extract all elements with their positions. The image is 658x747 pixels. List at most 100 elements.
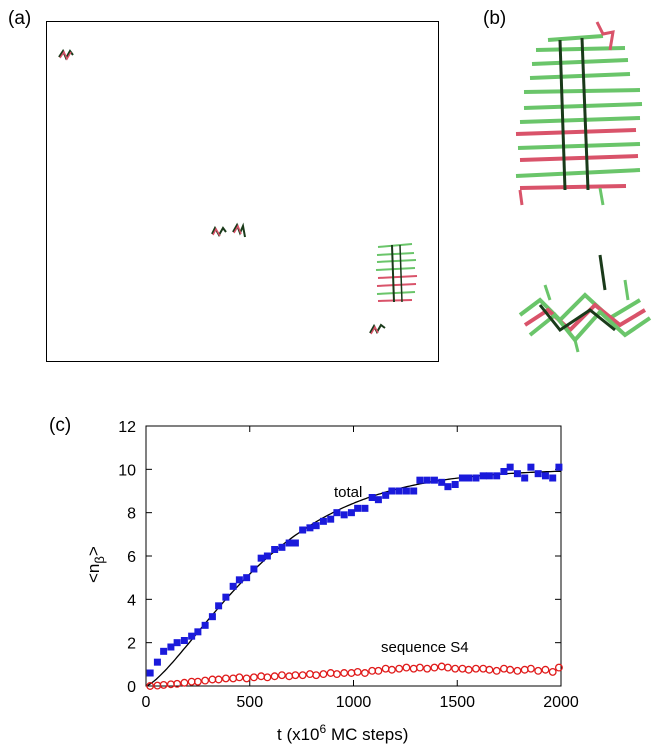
data-point-s4 bbox=[257, 672, 266, 681]
data-point-total bbox=[201, 621, 209, 629]
data-point-total bbox=[160, 647, 168, 655]
data-point-s4 bbox=[214, 675, 223, 684]
data-point-total bbox=[472, 474, 480, 482]
data-point-s4 bbox=[242, 674, 251, 683]
peptide-bottom bbox=[369, 323, 386, 335]
data-point-total bbox=[395, 487, 403, 495]
peptide-middle-1 bbox=[211, 225, 227, 238]
data-point-total bbox=[438, 478, 446, 486]
data-point-total bbox=[333, 509, 341, 517]
plot-frame bbox=[145, 425, 562, 687]
data-point-total bbox=[361, 504, 369, 512]
small-fibril bbox=[375, 243, 418, 303]
series-sequence-s4 bbox=[146, 662, 563, 690]
data-point-total bbox=[229, 582, 237, 590]
x-tick-label: 1500 bbox=[439, 694, 475, 711]
data-point-total bbox=[312, 522, 320, 530]
data-point-total bbox=[374, 496, 382, 504]
data-point-s4 bbox=[471, 664, 480, 673]
data-point-s4 bbox=[423, 664, 432, 673]
data-point-s4 bbox=[415, 663, 424, 672]
y-tick-label: 8 bbox=[127, 506, 136, 523]
data-point-total bbox=[146, 669, 154, 677]
data-point-s4 bbox=[387, 665, 396, 674]
data-point-total bbox=[479, 472, 487, 480]
x-tick-label: 500 bbox=[236, 694, 263, 711]
data-point-s4 bbox=[506, 665, 515, 674]
data-point-total bbox=[306, 524, 314, 532]
data-point-total bbox=[340, 511, 348, 519]
data-point-total bbox=[327, 515, 335, 523]
data-point-total bbox=[382, 491, 390, 499]
y-tick-label: 0 bbox=[127, 679, 136, 696]
data-point-s4 bbox=[159, 680, 168, 689]
data-point-s4 bbox=[249, 673, 258, 682]
data-point-total bbox=[153, 658, 161, 666]
data-point-total bbox=[291, 539, 299, 547]
data-point-total bbox=[513, 470, 521, 478]
data-point-total bbox=[555, 463, 563, 471]
panel-label-c: (c) bbox=[49, 415, 72, 436]
data-point-s4 bbox=[402, 663, 411, 672]
data-point-s4 bbox=[347, 669, 356, 677]
simulation-box bbox=[46, 21, 439, 362]
data-point-s4 bbox=[326, 669, 335, 677]
data-point-total bbox=[250, 565, 258, 573]
data-point-total bbox=[430, 476, 438, 484]
data-point-s4 bbox=[319, 670, 328, 679]
x-axis-label: t (x106 MC steps) bbox=[277, 722, 408, 744]
data-point-total bbox=[465, 474, 473, 482]
data-point-total bbox=[285, 539, 293, 547]
data-point-s4 bbox=[430, 663, 439, 672]
data-point-total bbox=[506, 463, 514, 471]
data-point-total bbox=[549, 474, 557, 482]
annotation-sequence-s4: sequence S4 bbox=[381, 639, 469, 656]
data-point-s4 bbox=[541, 665, 550, 674]
data-point-total bbox=[541, 472, 549, 480]
x-tick-label: 0 bbox=[142, 694, 151, 711]
data-point-s4 bbox=[443, 663, 452, 672]
data-point-s4 bbox=[437, 662, 446, 671]
data-point-total bbox=[527, 463, 535, 471]
series-total bbox=[146, 463, 563, 677]
data-point-total bbox=[278, 543, 286, 551]
x-tick-label: 2000 bbox=[543, 694, 579, 711]
data-point-s4 bbox=[193, 677, 202, 686]
data-point-s4 bbox=[548, 667, 557, 676]
data-point-total bbox=[180, 637, 188, 644]
data-point-total bbox=[271, 546, 279, 553]
peptide-top-left bbox=[58, 48, 74, 61]
data-point-s4 bbox=[554, 663, 563, 672]
data-point-s4 bbox=[340, 669, 349, 677]
data-point-s4 bbox=[305, 670, 314, 679]
data-point-s4 bbox=[526, 664, 535, 673]
data-point-total bbox=[208, 613, 216, 621]
data-point-s4 bbox=[492, 666, 501, 675]
data-point-total bbox=[423, 476, 431, 484]
data-point-s4 bbox=[458, 664, 467, 673]
data-point-total bbox=[347, 509, 355, 517]
data-point-s4 bbox=[395, 664, 404, 673]
y-axis-label: <nβ> bbox=[84, 546, 107, 583]
x-tick-label: 1000 bbox=[336, 694, 372, 711]
data-point-total bbox=[235, 576, 243, 584]
data-point-total bbox=[243, 574, 251, 582]
data-point-s4 bbox=[263, 673, 272, 682]
data-point-s4 bbox=[229, 674, 238, 683]
data-point-total bbox=[416, 476, 424, 484]
data-point-total bbox=[263, 552, 271, 560]
data-point-total bbox=[493, 472, 501, 480]
data-point-s4 bbox=[464, 665, 473, 674]
fit-curve-total bbox=[145, 470, 561, 687]
data-point-total bbox=[257, 554, 265, 562]
data-point-total bbox=[402, 487, 410, 495]
data-point-s4 bbox=[221, 674, 230, 683]
data-point-total bbox=[410, 487, 418, 495]
data-point-total bbox=[451, 481, 459, 488]
data-point-total bbox=[521, 474, 529, 482]
data-point-s4 bbox=[513, 666, 522, 675]
fibril-side-view bbox=[515, 21, 643, 206]
data-point-s4 bbox=[312, 671, 321, 680]
